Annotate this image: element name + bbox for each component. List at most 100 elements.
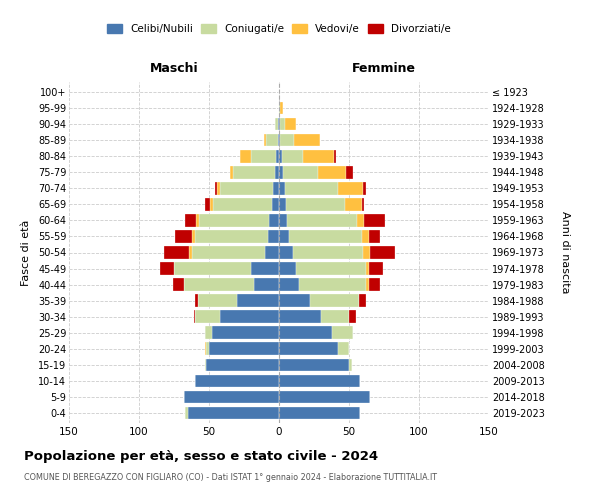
Bar — [184, 278, 254, 291]
Text: Maschi: Maschi — [149, 62, 199, 76]
Bar — [192, 246, 265, 259]
Bar — [195, 230, 268, 242]
Bar — [276, 150, 279, 162]
Bar — [184, 390, 279, 403]
Bar — [358, 214, 364, 226]
Bar — [279, 342, 338, 355]
Bar — [284, 118, 296, 130]
Bar — [212, 326, 279, 339]
Bar — [237, 294, 279, 307]
Bar — [310, 294, 359, 307]
Bar — [346, 166, 353, 178]
Bar — [362, 198, 364, 210]
Bar — [362, 230, 368, 242]
Bar — [195, 374, 279, 387]
Bar — [175, 230, 192, 242]
Bar — [280, 118, 284, 130]
Bar — [280, 102, 283, 115]
Bar — [295, 134, 320, 146]
Bar — [293, 246, 363, 259]
Bar — [251, 262, 279, 275]
Bar — [251, 150, 276, 162]
Bar — [279, 390, 370, 403]
Bar — [195, 294, 198, 307]
Bar — [296, 262, 366, 275]
Y-axis label: Fasce di età: Fasce di età — [21, 220, 31, 286]
Bar — [303, 150, 334, 162]
Y-axis label: Anni di nascita: Anni di nascita — [560, 211, 569, 294]
Bar — [206, 358, 279, 371]
Bar — [209, 342, 279, 355]
Bar — [283, 166, 318, 178]
Bar — [345, 198, 362, 210]
Bar — [190, 246, 192, 259]
Bar — [185, 406, 188, 419]
Bar — [279, 214, 287, 226]
Bar — [286, 198, 345, 210]
Bar — [279, 310, 321, 323]
Bar — [205, 198, 211, 210]
Bar — [334, 150, 337, 162]
Bar — [279, 230, 289, 242]
Bar — [359, 294, 366, 307]
Bar — [278, 134, 279, 146]
Bar — [368, 278, 380, 291]
Bar — [279, 278, 299, 291]
Bar — [265, 246, 279, 259]
Bar — [349, 358, 352, 371]
Bar — [220, 182, 274, 194]
Bar — [366, 278, 368, 291]
Bar — [282, 150, 303, 162]
Bar — [368, 230, 380, 242]
Bar — [349, 310, 356, 323]
Bar — [205, 342, 206, 355]
Bar — [211, 198, 213, 210]
Bar — [275, 166, 279, 178]
Bar — [364, 214, 385, 226]
Bar — [185, 214, 196, 226]
Bar — [160, 262, 174, 275]
Bar — [275, 118, 278, 130]
Bar — [195, 310, 220, 323]
Bar — [254, 278, 279, 291]
Bar — [240, 150, 251, 162]
Bar — [274, 182, 279, 194]
Bar — [338, 182, 363, 194]
Bar — [299, 278, 366, 291]
Bar — [370, 246, 395, 259]
Bar — [279, 406, 360, 419]
Bar — [198, 294, 237, 307]
Bar — [174, 262, 251, 275]
Bar — [366, 262, 368, 275]
Bar — [199, 214, 269, 226]
Bar — [194, 310, 195, 323]
Bar — [363, 182, 366, 194]
Bar — [230, 166, 233, 178]
Bar — [279, 326, 332, 339]
Bar — [287, 214, 358, 226]
Bar — [205, 358, 206, 371]
Bar — [220, 310, 279, 323]
Bar — [279, 374, 360, 387]
Legend: Celibi/Nubili, Coniugati/e, Vedovi/e, Divorziati/e: Celibi/Nubili, Coniugati/e, Vedovi/e, Di… — [103, 20, 455, 38]
Bar — [279, 166, 283, 178]
Bar — [363, 246, 370, 259]
Bar — [338, 342, 349, 355]
Bar — [279, 358, 349, 371]
Bar — [217, 182, 220, 194]
Bar — [279, 262, 296, 275]
Bar — [269, 214, 279, 226]
Bar — [192, 230, 195, 242]
Bar — [318, 166, 346, 178]
Bar — [279, 198, 286, 210]
Bar — [368, 262, 383, 275]
Bar — [284, 182, 338, 194]
Bar — [272, 198, 279, 210]
Bar — [279, 102, 280, 115]
Bar — [213, 198, 272, 210]
Bar — [321, 310, 349, 323]
Bar — [279, 294, 310, 307]
Bar — [263, 134, 266, 146]
Bar — [164, 246, 190, 259]
Bar — [332, 326, 353, 339]
